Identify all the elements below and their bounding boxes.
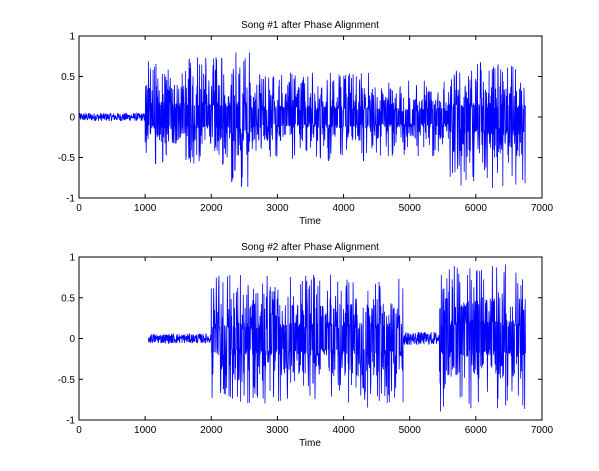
x-tick-label: 5000 bbox=[399, 203, 422, 214]
y-tick-label: 0.5 bbox=[61, 293, 75, 304]
y-tick-label: 0.5 bbox=[61, 72, 75, 83]
y-tick-label: 0 bbox=[69, 334, 75, 345]
x-tick-label: 2000 bbox=[200, 425, 223, 436]
x-tick-label: 6000 bbox=[465, 203, 488, 214]
x-tick-label: 3000 bbox=[266, 203, 289, 214]
x-tick-label: 0 bbox=[76, 425, 82, 436]
x-tick-label: 5000 bbox=[399, 425, 422, 436]
subplot-1-ticks: 0 1000 2000 3000 4000 5000 6000 7000 1 0.5 0 -0.5 -1 bbox=[58, 32, 554, 215]
waveform-series-line bbox=[148, 264, 526, 412]
x-tick-label: 7000 bbox=[531, 425, 554, 436]
y-tick-label: -1 bbox=[66, 194, 75, 205]
x-tick-label: 6000 bbox=[465, 425, 488, 436]
subplot-2-title: Song #2 after Phase Alignment bbox=[241, 242, 379, 253]
x-tick-label: 4000 bbox=[332, 203, 355, 214]
x-tick-label: 2000 bbox=[200, 203, 223, 214]
x-tick-label: 1000 bbox=[134, 425, 157, 436]
subplot-1-xlabel: Time bbox=[299, 216, 321, 227]
subplot-2-ticks: 0 1000 2000 3000 4000 5000 6000 7000 1 0.5 0 -0.5 -1 bbox=[58, 253, 554, 437]
subplot-song-2: Song #2 after Phase Alignment 0 1000 2000 3… bbox=[58, 242, 554, 449]
y-tick-label: 1 bbox=[69, 253, 75, 264]
x-tick-label: 4000 bbox=[332, 425, 355, 436]
x-tick-label: 7000 bbox=[531, 203, 554, 214]
subplot-1-title: Song #1 after Phase Alignment bbox=[241, 20, 379, 31]
subplot-2-xlabel: Time bbox=[299, 438, 321, 449]
y-tick-label: 0 bbox=[69, 113, 75, 124]
x-tick-label: 0 bbox=[76, 203, 82, 214]
subplot-song-1: Song #1 after Phase Alignment 0 1000 2000 3… bbox=[58, 20, 554, 227]
y-tick-label: -0.5 bbox=[58, 375, 76, 386]
waveform-series-line bbox=[78, 52, 526, 189]
x-tick-label: 3000 bbox=[266, 425, 289, 436]
y-tick-label: 1 bbox=[69, 32, 75, 43]
subplot-1-series bbox=[78, 52, 526, 189]
subplot-2-series bbox=[148, 264, 526, 412]
y-tick-label: -0.5 bbox=[58, 153, 76, 164]
y-tick-label: -1 bbox=[66, 416, 75, 427]
x-tick-label: 1000 bbox=[134, 203, 157, 214]
